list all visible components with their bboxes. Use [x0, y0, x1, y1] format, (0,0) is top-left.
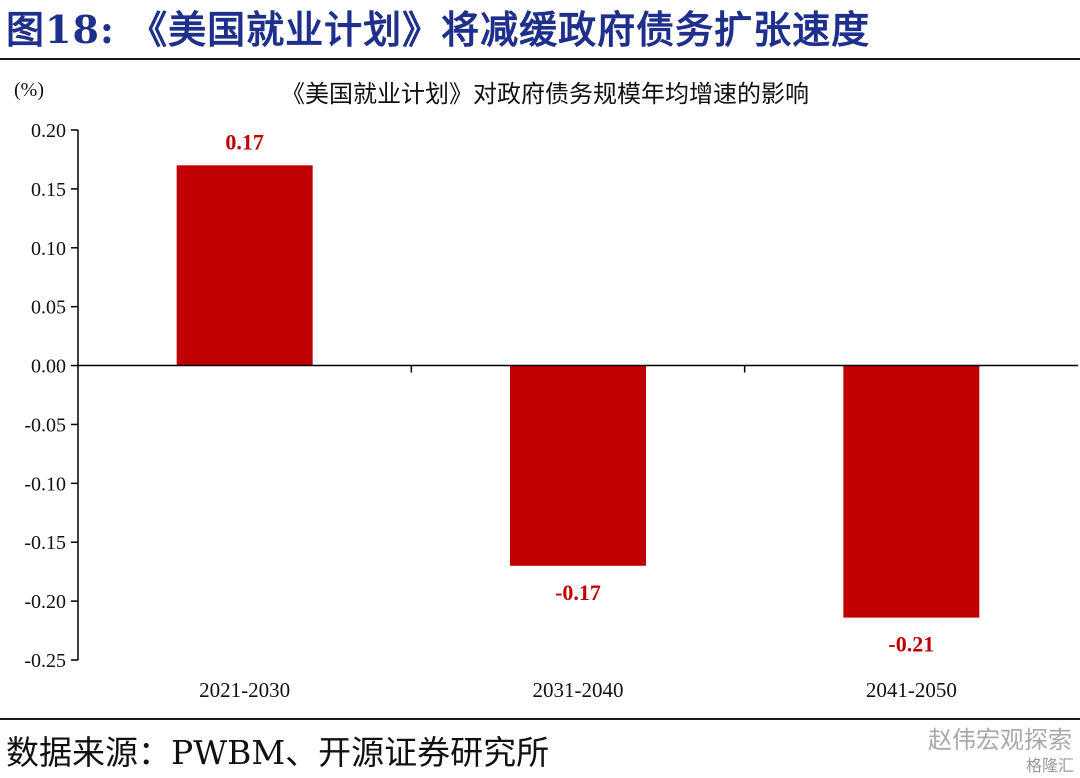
x-category-label: 2031-2040	[533, 678, 624, 702]
y-tick-label: 0.05	[31, 297, 66, 319]
bars: 0.17 -0.17 -0.21	[176, 129, 980, 657]
bar	[510, 365, 646, 566]
y-tick-label: -0.25	[24, 650, 66, 672]
bar	[176, 165, 313, 366]
y-tick-label: 0.20	[31, 120, 66, 142]
bar	[843, 365, 980, 618]
bar-chart: 《美国就业计划》对政府债务规模年均增速的影响 (%) 0.200.150.100…	[14, 79, 1078, 702]
chart-title: 《美国就业计划》对政府债务规模年均增速的影响	[281, 80, 809, 108]
watermark-brand: 格隆汇	[1025, 756, 1074, 775]
data-label: -0.21	[888, 632, 934, 657]
data-label: -0.17	[555, 580, 601, 605]
figure-title: 图18: 《美国就业计划》将减缓政府债务扩张速度	[6, 7, 871, 52]
y-tick-label: 0.10	[31, 238, 66, 260]
y-unit-label: (%)	[14, 79, 44, 101]
y-tick-label: 0.15	[31, 179, 66, 201]
data-label: 0.17	[225, 129, 264, 154]
watermark: 赵伟宏观探索	[928, 726, 1072, 754]
top-rule	[0, 58, 1080, 60]
y-tick-label: -0.05	[24, 414, 66, 436]
x-category-label: 2021-2030	[199, 678, 290, 702]
y-tick-label: -0.10	[24, 473, 66, 495]
y-tick-label: -0.15	[24, 532, 66, 554]
y-axis: 0.20 0.15 0.10 0.05 0.00 -0.05 -0.10 -0.15 -0.20…	[24, 120, 79, 672]
source-note: 数据来源：PWBM、开源证券研究所	[6, 733, 550, 772]
x-category-label: 2041-2050	[866, 678, 957, 702]
bottom-rule	[0, 718, 1080, 720]
y-tick-label: -0.20	[24, 591, 66, 613]
y-tick-label: 0.00	[31, 356, 66, 378]
x-axis: 2021-2030 2031-2040 2041-2050	[78, 364, 1078, 702]
